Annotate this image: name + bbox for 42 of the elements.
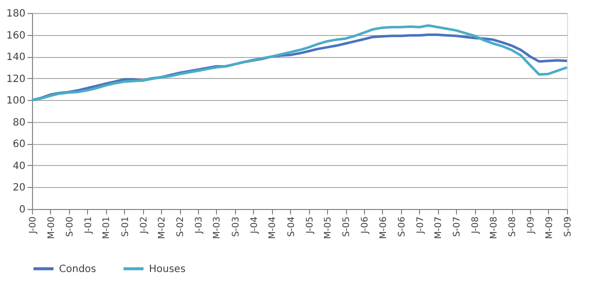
x-tick-label: M-09 xyxy=(544,216,555,239)
x-tick-label: S-04 xyxy=(286,216,297,237)
x-tick-label: M-08 xyxy=(490,216,500,239)
x-tick-label: M-00 xyxy=(46,216,57,239)
x-tick-label: S-09 xyxy=(564,216,574,237)
x-tick-label: J-09 xyxy=(526,216,537,235)
x-tick-label: M-04 xyxy=(268,216,278,239)
x-tick-label: M-03 xyxy=(212,216,223,239)
x-tick-label: S-07 xyxy=(452,216,463,237)
x-tick-label: J-03 xyxy=(194,216,205,235)
y-tick-label: 100 xyxy=(6,96,26,107)
x-tick-label: S-00 xyxy=(65,216,76,237)
x-tick-label: J-07 xyxy=(416,216,426,235)
x-tick-label: S-03 xyxy=(231,216,242,237)
x-tick-label: J-02 xyxy=(139,216,150,235)
y-tick-label: 160 xyxy=(6,30,26,42)
y-tick-label: 140 xyxy=(6,52,26,64)
y-tick-label: 80 xyxy=(12,117,26,128)
x-tick-label: J-00 xyxy=(28,216,38,235)
x-tick-label: J-06 xyxy=(360,216,371,235)
y-tick-label: 20 xyxy=(12,182,26,194)
x-tick-label: J-08 xyxy=(471,216,482,235)
x-tick-label: M-01 xyxy=(102,216,112,239)
x-tick-label: M-05 xyxy=(324,216,334,239)
x-tick-label: J-04 xyxy=(250,216,260,235)
x-tick-label: J-01 xyxy=(84,216,94,235)
x-tick-label: S-01 xyxy=(120,216,131,237)
legend-label: Condos xyxy=(59,264,96,275)
x-tick-label: S-06 xyxy=(397,216,408,237)
x-tick-label: S-08 xyxy=(508,216,518,237)
x-tick-label: S-02 xyxy=(176,216,186,237)
x-tick-label: J-05 xyxy=(305,216,316,235)
x-tick-label: M-06 xyxy=(378,216,389,239)
x-tick-label: S-05 xyxy=(342,216,352,237)
y-tick-label: 0 xyxy=(19,204,26,216)
y-tick-label: 60 xyxy=(12,139,26,150)
y-tick-label: 180 xyxy=(6,8,26,20)
x-tick-label: M-07 xyxy=(434,216,444,239)
x-tick-label: M-02 xyxy=(157,216,168,239)
y-tick-label: 40 xyxy=(12,160,26,172)
y-tick-label: 120 xyxy=(6,74,26,85)
legend-label: Houses xyxy=(149,264,186,275)
